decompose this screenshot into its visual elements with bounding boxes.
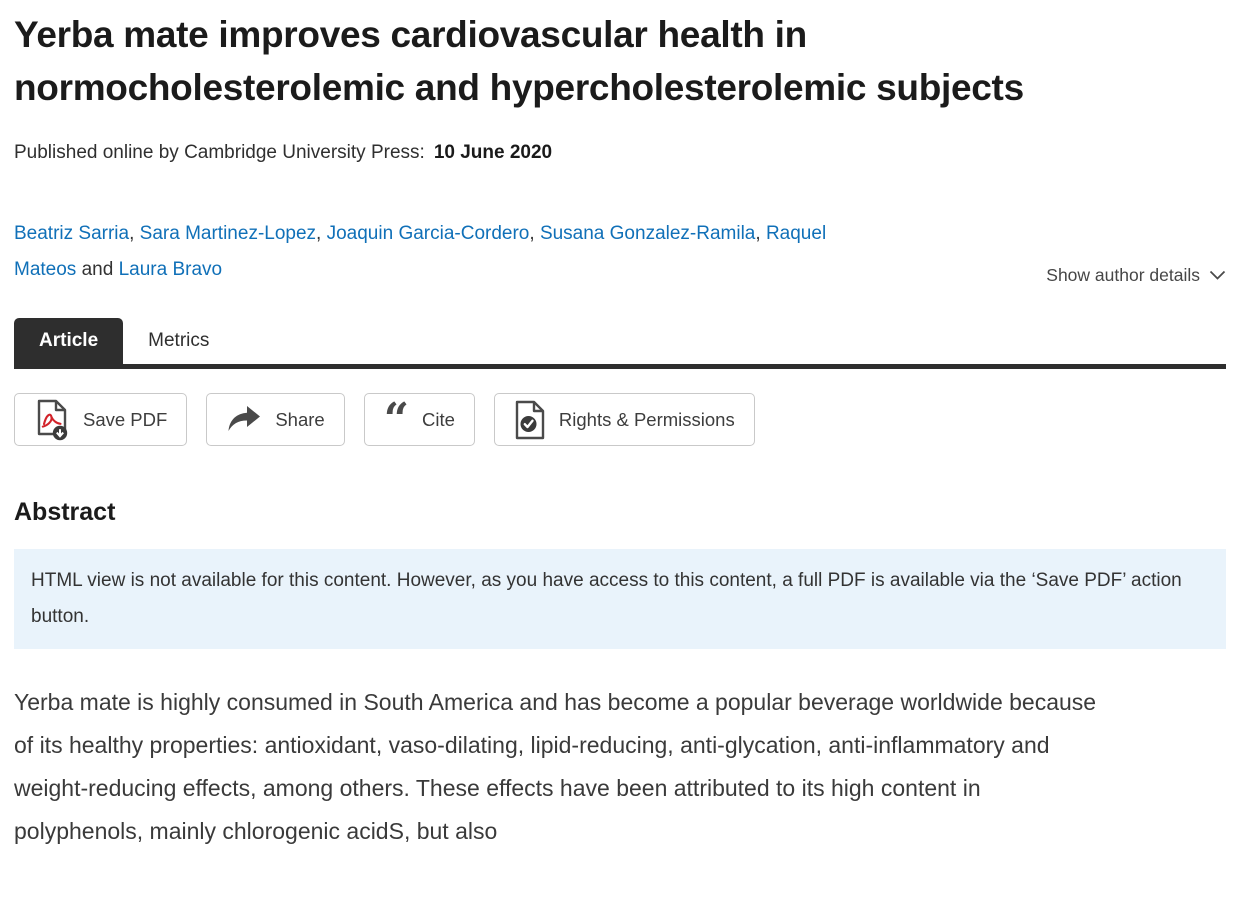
abstract-body-text: Yerba mate is highly consumed in South A…	[14, 689, 1097, 844]
published-line: Published online by Cambridge University…	[14, 142, 1226, 164]
author-separator: ,	[755, 223, 766, 244]
save-pdf-button[interactable]: Save PDF	[14, 393, 188, 446]
article-page: Yerba mate improves cardiovascular healt…	[0, 8, 1240, 853]
document-check-icon	[514, 400, 546, 440]
share-arrow-icon	[226, 405, 262, 435]
author-link[interactable]: Susana Gonzalez-Ramila	[539, 223, 756, 244]
chevron-down-icon	[1209, 265, 1226, 286]
double-quote-icon: “	[383, 393, 409, 445]
author-link[interactable]: Raquel Mateos	[14, 223, 827, 280]
authors-row: Beatriz Sarria, Sara Martinez-Lopez, Joa…	[14, 216, 1226, 288]
published-date: 10 June 2020	[433, 142, 553, 163]
author-link[interactable]: Beatriz Sarria	[14, 223, 130, 244]
rights-permissions-label: Rights & Permissions	[558, 408, 735, 430]
pdf-document-download-icon	[34, 399, 70, 441]
author-link[interactable]: Joaquin Garcia-Cordero	[326, 223, 530, 244]
share-label: Share	[275, 408, 325, 430]
share-button[interactable]: Share	[206, 393, 345, 446]
tab-article[interactable]: Article	[14, 318, 124, 364]
cite-label: Cite	[422, 408, 455, 430]
html-unavailable-notice: HTML view is not available for this cont…	[14, 549, 1226, 649]
actions-row: Save PDF Share “ Cite Ri	[14, 393, 1226, 446]
show-author-details-button[interactable]: Show author details	[1046, 265, 1226, 288]
save-pdf-label: Save PDF	[83, 408, 168, 430]
abstract-heading: Abstract	[14, 498, 116, 526]
published-label: Published online by Cambridge University…	[14, 142, 425, 163]
author-separator: ,	[129, 223, 140, 244]
author-separator: ,	[529, 223, 540, 244]
author-separator: ,	[316, 223, 327, 244]
author-link[interactable]: Laura Bravo	[118, 259, 223, 280]
tabs-bar: Article Metrics	[14, 318, 1226, 369]
page-title: Yerba mate improves cardiovascular healt…	[14, 14, 1024, 108]
author-link[interactable]: Sara Martinez-Lopez	[139, 223, 317, 244]
show-author-details-label: Show author details	[1046, 265, 1200, 285]
tab-metrics[interactable]: Metrics	[148, 330, 210, 351]
author-separator: and	[76, 259, 119, 280]
rights-permissions-button[interactable]: Rights & Permissions	[493, 393, 755, 446]
cite-button[interactable]: “ Cite	[363, 393, 475, 446]
author-list: Beatriz Sarria, Sara Martinez-Lopez, Joa…	[14, 216, 864, 288]
